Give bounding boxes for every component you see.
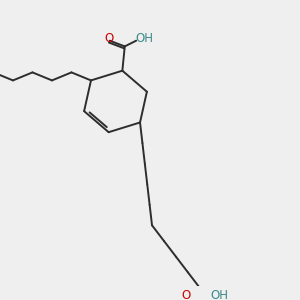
Text: O: O <box>104 32 113 46</box>
Text: OH: OH <box>211 289 229 300</box>
Text: O: O <box>182 289 191 300</box>
Text: OH: OH <box>136 32 154 45</box>
